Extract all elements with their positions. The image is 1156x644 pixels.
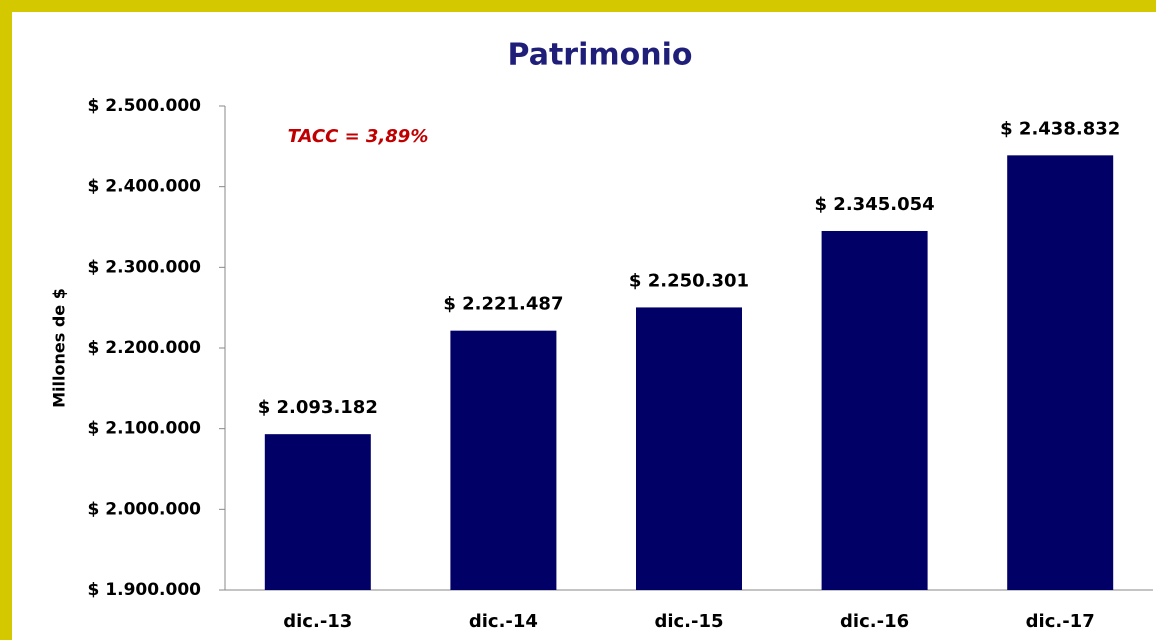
- bar: [636, 307, 742, 590]
- x-tick-label: dic.-16: [840, 611, 909, 632]
- y-tick-label: $ 2.300.000: [88, 257, 202, 277]
- value-label: $ 2.438.832: [1000, 118, 1120, 139]
- x-tick-label: dic.-17: [1026, 611, 1095, 632]
- value-label: $ 2.250.301: [629, 270, 749, 291]
- y-tick-label: $ 2.500.000: [88, 96, 202, 116]
- value-label: $ 2.221.487: [443, 294, 563, 315]
- value-label: $ 2.345.054: [815, 194, 935, 215]
- bar: [450, 330, 557, 590]
- x-tick-label: dic.-14: [469, 611, 538, 632]
- chart-area: [12, 12, 1156, 640]
- y-tick-label: $ 2.100.000: [88, 419, 202, 439]
- y-tick-label: $ 2.400.000: [88, 177, 202, 197]
- annotation: TACC = 3,89%: [288, 126, 429, 147]
- bar: [264, 434, 371, 590]
- y-axis-label: Millones de $: [50, 288, 69, 408]
- x-tick-label: dic.-15: [654, 611, 723, 632]
- x-tick-label: dic.-13: [283, 611, 352, 632]
- y-tick-label: $ 1.900.000: [88, 580, 202, 600]
- y-tick-label: $ 2.200.000: [88, 338, 202, 358]
- bar: [1007, 155, 1114, 590]
- y-tick-label: $ 2.000.000: [88, 499, 202, 519]
- chart-title: Patrimonio: [508, 38, 693, 73]
- value-label: $ 2.093.182: [258, 397, 378, 418]
- bar: [821, 230, 928, 590]
